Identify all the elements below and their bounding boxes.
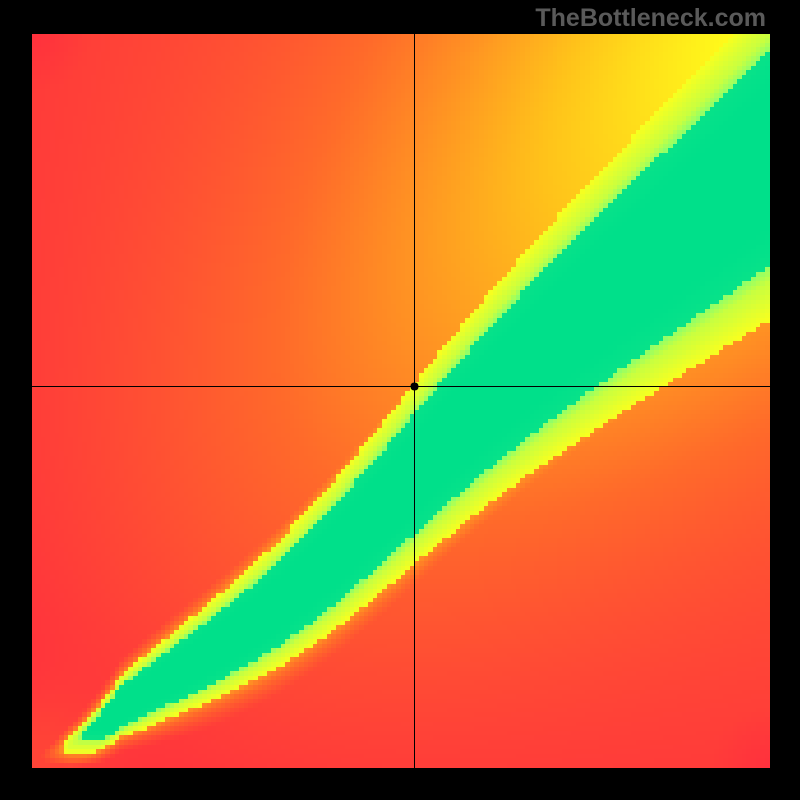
bottleneck-heatmap — [32, 34, 770, 768]
watermark-text: TheBottleneck.com — [535, 4, 766, 33]
chart-container: TheBottleneck.com — [0, 0, 800, 800]
